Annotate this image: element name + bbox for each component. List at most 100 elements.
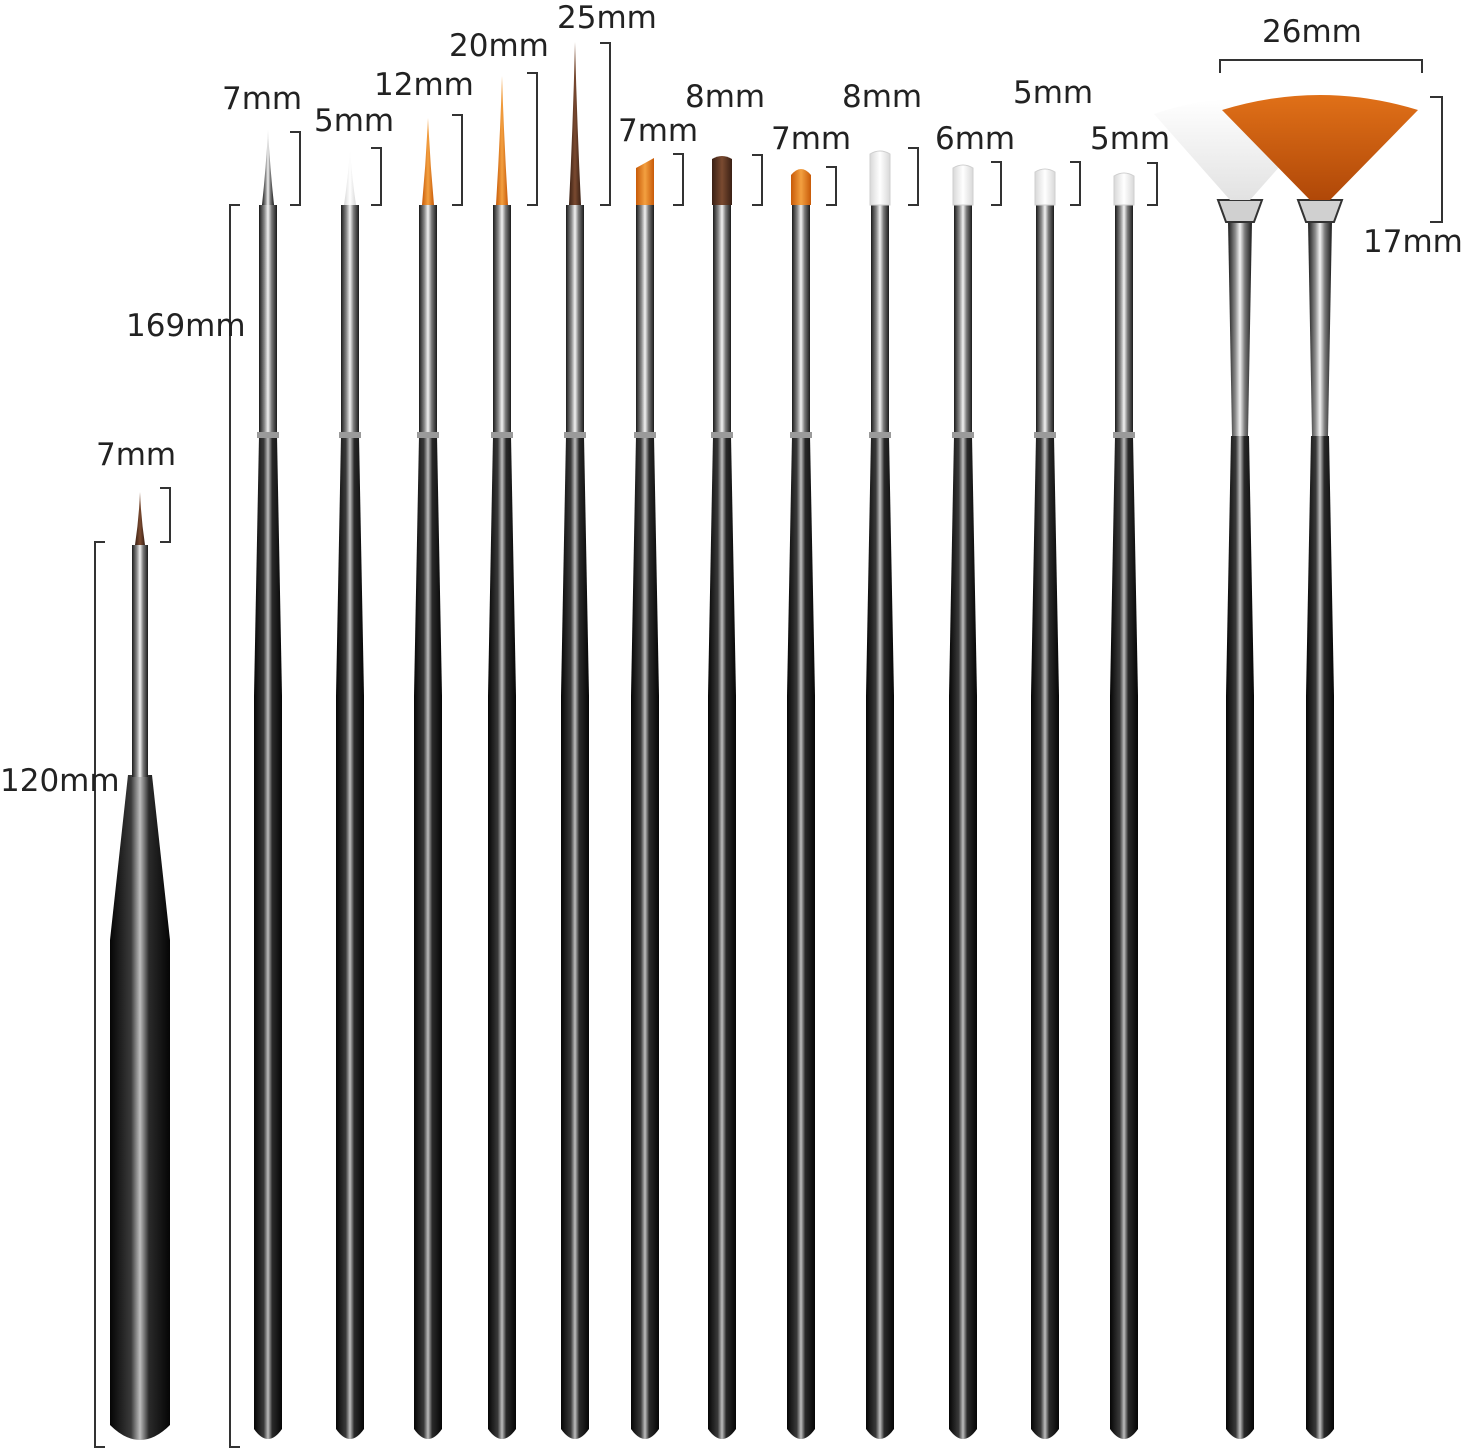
brush-10-size-label: 6mm	[935, 121, 1016, 157]
brush-7	[708, 156, 736, 1439]
fan-crimp	[1216, 199, 1264, 223]
brush-ferrule	[341, 205, 359, 436]
ferrule-band	[564, 432, 586, 438]
brush-handle	[1110, 436, 1138, 1439]
detail-tip-bracket	[160, 487, 171, 543]
brush-handle	[561, 436, 589, 1439]
brush-ferrule	[1308, 220, 1332, 436]
round-bristles	[791, 169, 811, 205]
brush-handle	[414, 436, 442, 1439]
size-bracket-9	[908, 147, 919, 206]
brush-6-size-label: 7mm	[618, 113, 699, 149]
brush-4-size-label: 20mm	[449, 28, 549, 64]
brush-handle	[787, 436, 815, 1439]
brush-2	[336, 150, 364, 1439]
brush-handle	[708, 436, 736, 1439]
flat-bristles	[952, 164, 974, 206]
brush-ferrule	[636, 205, 654, 436]
brush-ferrule	[792, 205, 810, 436]
detail-brush-length-label: 120mm	[0, 763, 120, 799]
ferrule-band	[1034, 432, 1056, 438]
set-length-label: 169mm	[126, 308, 246, 344]
size-bracket-4	[527, 72, 538, 206]
size-bracket-11	[1070, 161, 1081, 206]
size-bracket-7	[752, 154, 763, 206]
detail-brush-bristles	[135, 492, 145, 545]
brush-ferrule	[1115, 205, 1133, 436]
size-bracket-3	[452, 114, 463, 206]
brush-5	[561, 42, 589, 1439]
brush-7-size-label: 8mm	[685, 79, 766, 115]
brush-handle	[1306, 436, 1334, 1439]
ferrule-band	[869, 432, 891, 438]
detail-brush-ferrule	[132, 545, 148, 777]
brush-handle	[949, 436, 977, 1439]
liner-bristles	[422, 118, 434, 205]
brush-ferrule	[566, 205, 584, 436]
brush-4	[488, 76, 516, 1439]
brush-12	[1110, 172, 1138, 1439]
liner-bristles	[496, 76, 508, 205]
ferrule-band	[952, 432, 974, 438]
size-bracket-10	[991, 161, 1002, 206]
brush-12-size-label: 5mm	[1090, 121, 1171, 157]
fan-crimp	[1296, 199, 1344, 223]
fan-height-label: 17mm	[1363, 224, 1463, 260]
brush-ferrule	[493, 205, 511, 436]
brush-10	[949, 164, 977, 1439]
size-bracket-2	[371, 147, 382, 206]
brush-11-size-label: 5mm	[1013, 75, 1094, 111]
size-bracket-5	[600, 42, 611, 206]
brush-handle	[254, 436, 282, 1439]
size-bracket-6	[673, 153, 684, 206]
ferrule-band	[634, 432, 656, 438]
brush-8-size-label: 7mm	[771, 121, 852, 157]
brush-5-size-label: 25mm	[557, 0, 657, 36]
flat-bristles	[869, 150, 891, 206]
fan-height-bracket	[1430, 96, 1443, 223]
size-bracket-1	[290, 131, 301, 206]
detail-brush	[110, 492, 170, 1440]
flat-bristles	[1113, 172, 1135, 206]
brush-3-size-label: 12mm	[374, 67, 474, 103]
brush-ferrule	[419, 205, 437, 436]
detail-brush-handle	[110, 775, 170, 1440]
liner-bristles	[344, 150, 356, 205]
flat-bristles	[1034, 168, 1056, 206]
angled-bristles	[636, 158, 654, 205]
brush-6	[631, 158, 659, 1439]
brush-8	[787, 169, 815, 1439]
ferrule-band	[790, 432, 812, 438]
ferrule-band	[417, 432, 439, 438]
brush-14	[1222, 95, 1418, 1439]
brush-11	[1031, 168, 1059, 1439]
fan-width-label: 26mm	[1262, 14, 1362, 50]
flat-bristles	[712, 156, 732, 205]
brush-ferrule	[871, 205, 889, 436]
brush-ferrule	[713, 205, 731, 436]
ferrule-band	[711, 432, 733, 438]
brush-ferrule	[954, 205, 972, 436]
brush-handle	[1226, 436, 1254, 1439]
detail-length-bracket	[94, 541, 105, 1448]
brush-13	[1154, 99, 1326, 1439]
brush-handle	[1031, 436, 1059, 1439]
brush-ferrule	[1036, 205, 1054, 436]
size-bracket-12	[1147, 162, 1158, 206]
ferrule-band	[1113, 432, 1135, 438]
fan-width-bracket	[1219, 59, 1423, 73]
fan-bristles	[1222, 95, 1418, 200]
brush-9-size-label: 8mm	[842, 79, 923, 115]
liner-bristles	[569, 42, 581, 205]
ferrule-band	[491, 432, 513, 438]
ferrule-band	[339, 432, 361, 438]
brush-1	[254, 130, 282, 1439]
ferrule-band	[257, 432, 279, 438]
brush-handle	[336, 436, 364, 1439]
brush-9	[866, 150, 894, 1439]
brush-3	[414, 118, 442, 1439]
brush-1-size-label: 7mm	[222, 81, 303, 117]
brush-handle	[866, 436, 894, 1439]
detail-brush-tip-label: 7mm	[96, 437, 177, 473]
